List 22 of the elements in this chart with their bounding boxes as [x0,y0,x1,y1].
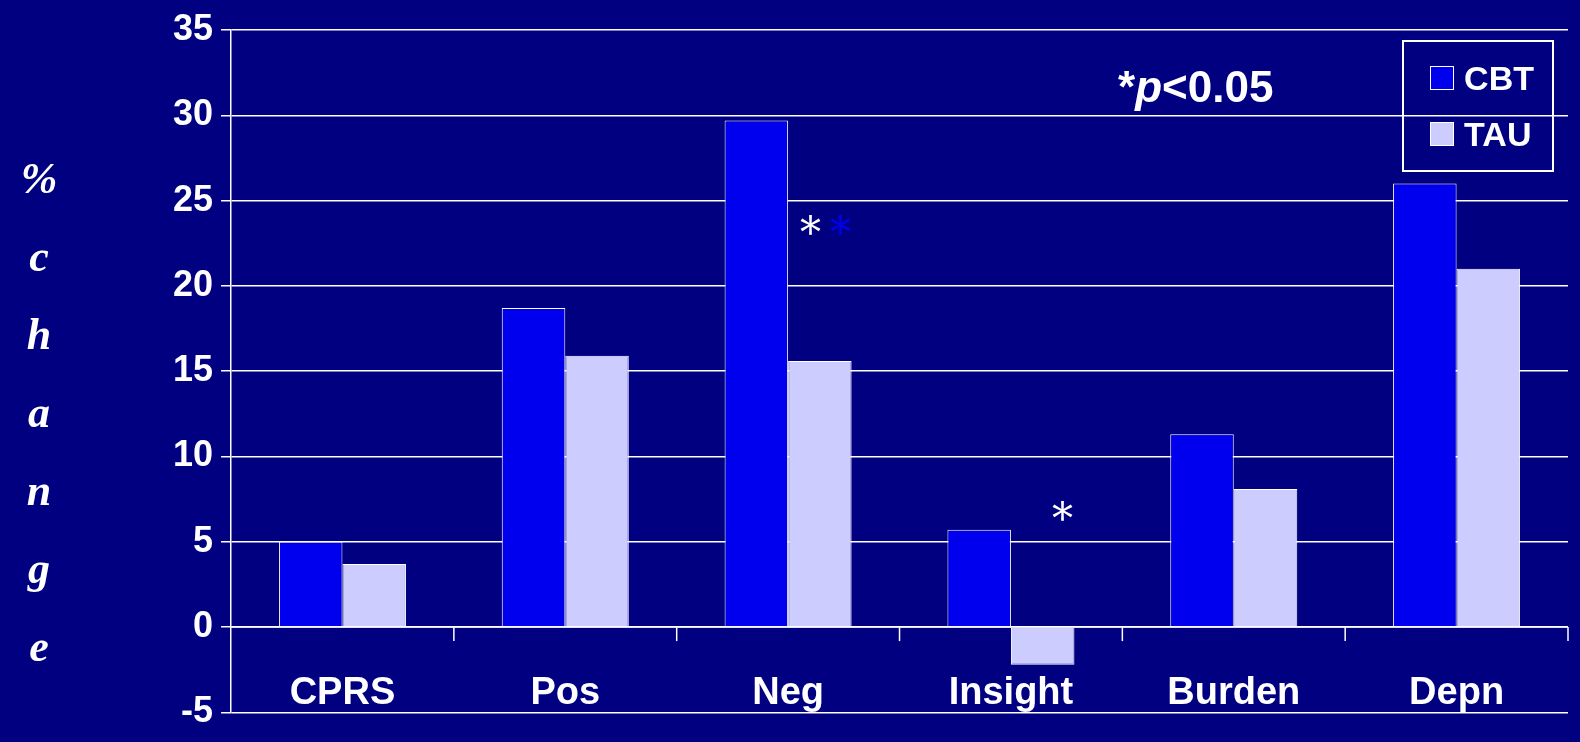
annotation: * [1052,494,1073,543]
y-tick-label: 5 [193,518,214,560]
x-tick-label: Insight [948,669,1074,712]
y-axis-title: % change [19,153,59,673]
y-tick-label: 10 [173,433,214,475]
y-tick-label: 35 [173,6,214,48]
legend-label: TAU [1463,113,1533,155]
x-tick-label: Burden [1167,669,1301,712]
y-tick-label: 15 [173,348,214,390]
x-tick-label: Pos [530,669,601,712]
y-tick-label: 0 [193,604,214,646]
y-tick-label: -5 [181,689,214,731]
x-tick-label: CPRS [289,669,396,712]
y-tick-label: 20 [173,262,214,304]
x-tick-label: Depn [1409,669,1505,712]
annotation: * [800,208,821,257]
annotation: *p<0.05 [1118,62,1274,112]
legend-label: CBT [1463,57,1534,99]
x-tick-label: Neg [752,669,825,712]
y-tick-label: 25 [173,177,214,219]
annotation: * [830,208,851,257]
y-tick-label: 30 [173,92,214,134]
